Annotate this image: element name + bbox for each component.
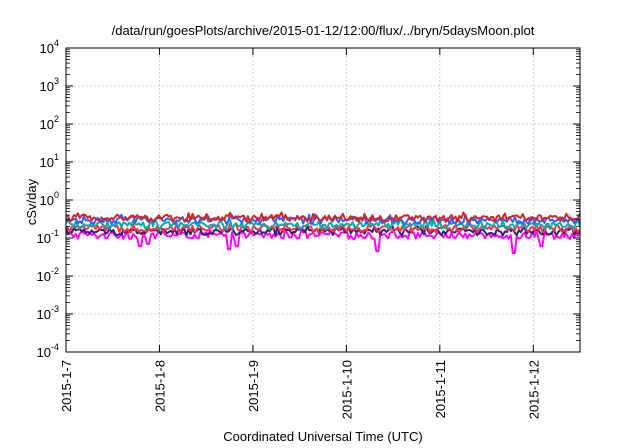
- y-tick-exponent: 3: [54, 76, 59, 86]
- grid: [66, 48, 580, 352]
- y-tick-exponent: 0: [54, 190, 59, 200]
- y-tick-exponent: 2: [54, 114, 59, 124]
- y-tick-label: 102: [40, 114, 59, 132]
- y-tick-exponent: 4: [54, 38, 59, 48]
- y-tick-exponent: -4: [51, 342, 59, 352]
- y-tick-exponent: -2: [51, 266, 59, 276]
- y-tick-label: 10-2: [37, 266, 59, 284]
- x-tick-label: 2015-1-7: [59, 360, 74, 412]
- y-tick-label: 101: [40, 152, 59, 170]
- y-tick-exponent: 1: [54, 152, 59, 162]
- y-tick-label: 10-4: [37, 342, 59, 360]
- y-axis-title: cSv/day: [24, 178, 39, 225]
- y-tick-label: 100: [40, 190, 59, 208]
- x-tick-label: 2015-1-9: [246, 360, 261, 412]
- data-series-line: [65, 218, 581, 230]
- y-tick-label: 10-3: [37, 304, 59, 322]
- data-series-line: [65, 222, 581, 234]
- x-tick-label: 2015-1-10: [339, 360, 354, 419]
- data-series-line: [65, 228, 581, 255]
- data-series-line: [65, 211, 581, 223]
- y-tick-exponent: -1: [51, 228, 59, 238]
- y-tick-exponent: -3: [51, 304, 59, 314]
- x-tick-label: 2015-1-8: [152, 360, 167, 412]
- x-tick-label: 2015-1-11: [433, 360, 448, 418]
- chart-title: /data/run/goesPlots/archive/2015-01-12/1…: [112, 23, 535, 38]
- y-tick-label: 104: [40, 38, 59, 56]
- x-tick-labels: 2015-1-7 2015-1-8 2015-1-9 2015-1-10 2015-1-…: [59, 360, 541, 419]
- y-tick-label: 103: [40, 76, 59, 94]
- x-axis-title: Coordinated Universal Time (UTC): [223, 429, 422, 444]
- series-layer: [65, 211, 581, 255]
- x-tick-label: 2015-1-12: [526, 360, 541, 419]
- y-tick-label: 10-1: [37, 228, 59, 246]
- ticks: [65, 47, 580, 353]
